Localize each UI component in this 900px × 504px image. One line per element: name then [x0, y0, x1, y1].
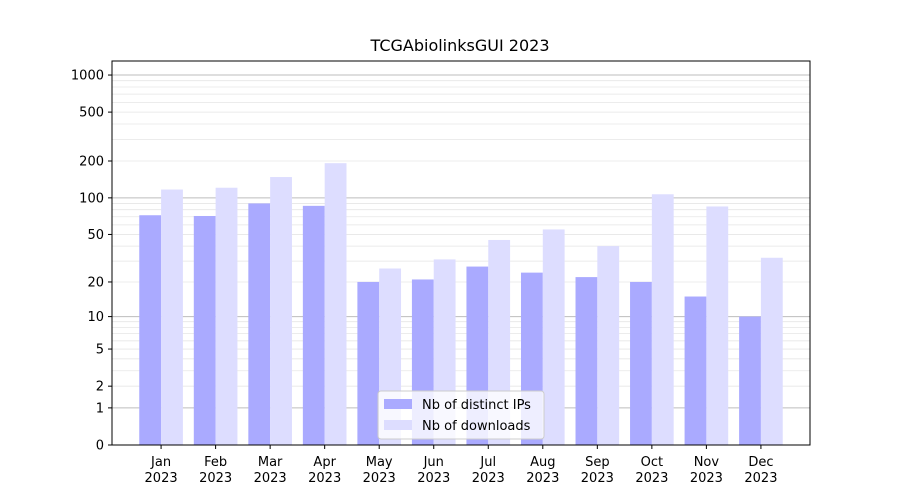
x-tick-label-month: Dec [748, 455, 773, 470]
bar-ips-oct [630, 281, 652, 445]
bar-ips-may [357, 281, 380, 445]
x-tick-label-year: 2023 [690, 471, 723, 486]
bar-downloads-jan [161, 189, 183, 445]
x-tick-label-year: 2023 [308, 471, 341, 486]
x-tick-label-month: Jul [479, 455, 496, 470]
axes-layer: 01251020501002005001000Jan2023Feb2023Mar… [71, 60, 811, 486]
chart-title: TCGAbiolinksGUI 2023 [369, 36, 549, 55]
legend-box [377, 390, 545, 440]
x-tick-label-year: 2023 [363, 471, 396, 486]
bar-ips-jan [139, 215, 162, 445]
x-tick-label-year: 2023 [635, 471, 668, 486]
x-tick-label-year: 2023 [744, 471, 777, 486]
bars-layer [139, 163, 783, 446]
bar-downloads-dec [760, 257, 783, 445]
bar-downloads-apr [324, 163, 347, 446]
bar-ips-feb [193, 215, 216, 445]
x-tick-label-month: Sep [585, 455, 610, 470]
legend-swatch [384, 420, 412, 430]
bar-ips-nov [684, 296, 707, 445]
y-tick-label: 100 [79, 191, 104, 206]
x-tick-label-month: Jan [150, 455, 171, 470]
x-tick-label-month: Apr [313, 455, 336, 470]
x-tick-label-month: Nov [694, 455, 720, 470]
y-tick-label: 1 [96, 401, 104, 416]
x-tick-label-year: 2023 [254, 471, 287, 486]
legend-swatch [384, 399, 412, 409]
bar-ips-dec [739, 316, 761, 445]
y-tick-label: 5 [96, 343, 104, 358]
x-tick-label-month: Aug [530, 455, 555, 470]
bar-downloads-feb [215, 187, 238, 445]
y-tick-label: 200 [79, 155, 104, 170]
bar-ips-apr [302, 205, 325, 445]
y-tick-label: 50 [87, 228, 104, 243]
x-tick-label-year: 2023 [581, 471, 614, 486]
x-tick-label-month: Feb [204, 455, 227, 470]
y-tick-label: 2 [96, 380, 104, 395]
x-tick-label-year: 2023 [145, 471, 178, 486]
legend-label: Nb of downloads [422, 419, 531, 434]
y-tick-label: 10 [87, 310, 104, 325]
bar-downloads-oct [651, 194, 674, 445]
x-tick-label-month: Mar [258, 455, 283, 470]
plot-frame [111, 60, 811, 446]
y-tick-label: 500 [79, 106, 104, 121]
bar-downloads-aug [542, 229, 565, 445]
bar-downloads-mar [270, 177, 292, 445]
bar-downloads-sep [597, 246, 620, 445]
bar-ips-sep [575, 277, 598, 445]
x-tick-label-year: 2023 [199, 471, 232, 486]
bar-downloads-nov [706, 206, 729, 445]
y-tick-label: 0 [96, 439, 104, 454]
y-tick-label: 1000 [71, 69, 104, 84]
x-tick-label-year: 2023 [526, 471, 559, 486]
x-tick-label-year: 2023 [472, 471, 505, 486]
legend: Nb of distinct IPs Nb of downloads [377, 390, 545, 440]
bar-ips-mar [248, 203, 271, 445]
x-tick-label-month: May [366, 455, 393, 470]
x-tick-label-year: 2023 [417, 471, 450, 486]
y-tick-label: 20 [87, 275, 104, 290]
x-tick-label-month: Jun [423, 455, 444, 470]
legend-label: Nb of distinct IPs [422, 398, 531, 413]
x-tick-label-month: Oct [641, 455, 663, 470]
